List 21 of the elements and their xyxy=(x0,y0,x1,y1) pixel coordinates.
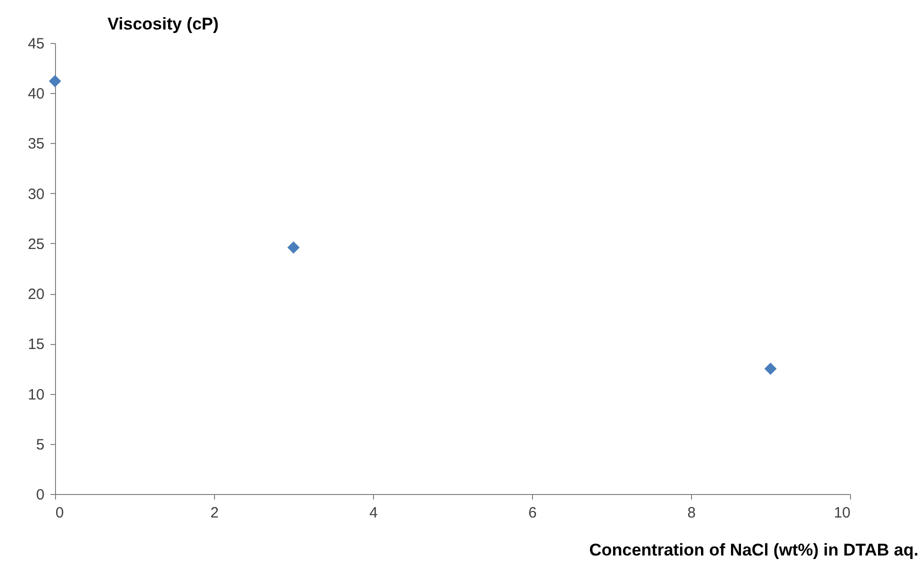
point xyxy=(48,74,62,88)
y-tick-label: 20 xyxy=(28,286,44,304)
y-tick-label: 25 xyxy=(28,236,44,253)
point xyxy=(287,241,300,254)
y-tick-label: 10 xyxy=(28,386,44,404)
x-tick-label: 4 xyxy=(369,504,378,522)
y-tick-label: 35 xyxy=(28,136,44,153)
x-tick-label: 10 xyxy=(834,504,850,522)
x-tick-label: 2 xyxy=(210,504,219,522)
y-axis-title: Viscosity (cP) xyxy=(108,14,219,34)
x-axis-title: Concentration of NaCl (wt%) in DTAB aq. xyxy=(589,540,918,560)
y-tick-label: 30 xyxy=(28,186,44,203)
x-tick-label: 8 xyxy=(687,504,696,522)
y-tick-label: 5 xyxy=(36,436,44,454)
y-tick-label: 0 xyxy=(36,486,44,504)
y-tick-label: 45 xyxy=(28,36,44,52)
y-tick-label: 40 xyxy=(28,86,44,103)
x-tick-label: 6 xyxy=(528,504,537,522)
y-tick-label: 15 xyxy=(28,336,44,354)
point xyxy=(764,362,777,375)
x-tick-label: 0 xyxy=(56,504,64,522)
